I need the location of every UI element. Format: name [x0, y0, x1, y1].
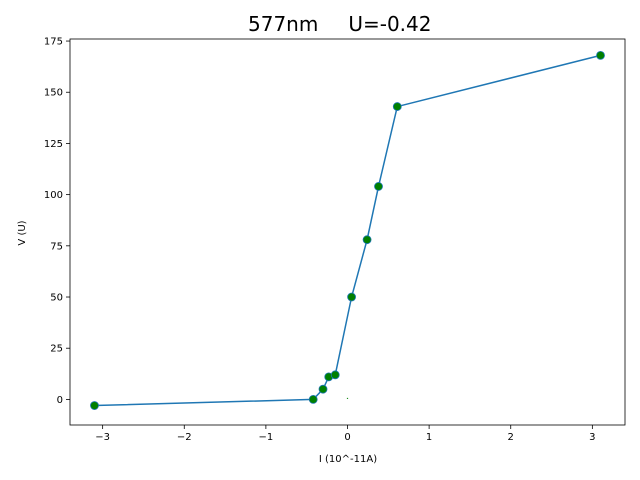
x-tick-label: 0	[344, 432, 350, 443]
data-point	[374, 182, 383, 191]
y-axis-label: V (U)	[17, 220, 28, 245]
chart-title: 577nm U=-0.42	[248, 12, 432, 36]
data-point	[90, 401, 99, 410]
title-wavelength: 577nm	[248, 12, 318, 36]
data-point	[347, 292, 356, 302]
data-point	[596, 50, 605, 60]
y-tick-label: 125	[44, 139, 63, 150]
data-point	[308, 395, 318, 404]
y-tick-label: 0	[57, 395, 63, 406]
data-point	[330, 370, 340, 380]
data-point	[318, 384, 328, 394]
y-tick-label: 100	[44, 190, 63, 201]
axes-frame	[69, 38, 626, 426]
data-point	[392, 102, 402, 111]
data-point	[362, 235, 372, 245]
x-tick-label: 1	[426, 432, 432, 443]
y-tick-label: 175	[44, 37, 63, 48]
y-tick-label: 50	[50, 293, 63, 304]
y-tick-label: 25	[50, 344, 63, 355]
x-axis-label: I (10^-11A)	[319, 454, 377, 465]
y-tick-label: 150	[44, 88, 63, 99]
x-tick-label: −2	[177, 432, 192, 443]
x-tick-label: −1	[259, 432, 274, 443]
plot-area: −3 −2 −1 0 1 2 3 0 25 50 75 100 125 150 175	[44, 37, 626, 443]
y-tick-label: 75	[50, 241, 63, 252]
x-tick-label: −3	[95, 432, 110, 443]
series-line	[94, 54, 601, 407]
title-voltage: U=-0.42	[348, 12, 431, 36]
x-tick-label: 2	[508, 432, 514, 443]
x-tick-label: 3	[589, 432, 595, 443]
